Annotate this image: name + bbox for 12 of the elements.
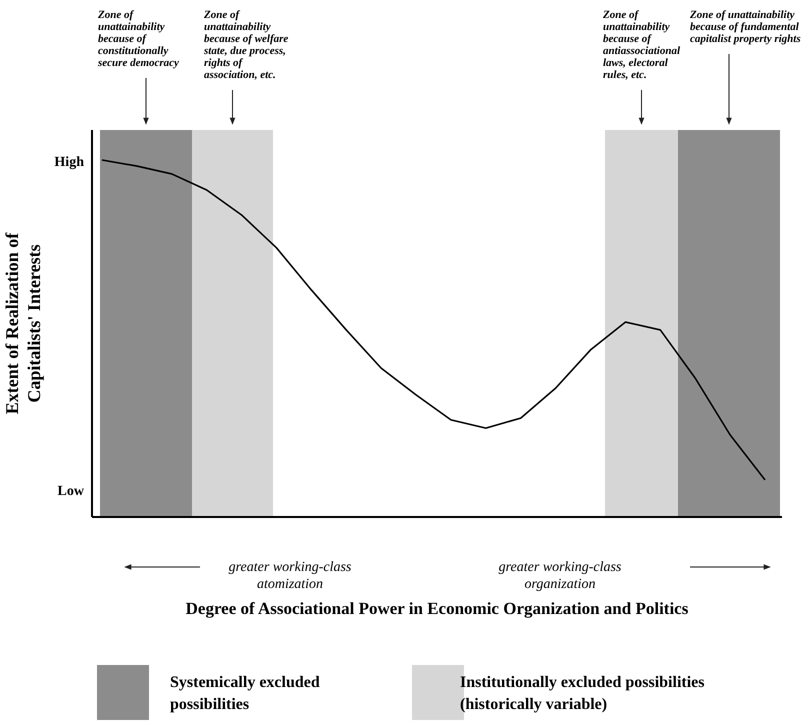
text: High: [54, 155, 84, 170]
text: Institutionally excluded possibilities (historically variable): [460, 674, 704, 713]
text: Zone of unattainability because of welfare state, due process, rights of association, etc.: [203, 9, 288, 81]
text: Systemically excluded possibilities: [170, 674, 320, 713]
text: Zone of unattainability because of fundamental capitalist property rights: [689, 9, 801, 45]
text: Zone of unattainability because of constitutionally secure democracy: [97, 9, 180, 69]
text: greater working-class atomization: [228, 560, 352, 592]
text: Low: [58, 484, 85, 499]
text: greater working-class organization: [498, 560, 622, 592]
x-axis-title: Degree of Associational Power in Economic Organization and Politics: [186, 599, 689, 618]
text: Zone of unattainability because of antiassociational laws, electoral rules, etc.: [602, 9, 681, 81]
y-axis-title: Extent of Realization of Capitalists' Interests: [2, 232, 44, 414]
